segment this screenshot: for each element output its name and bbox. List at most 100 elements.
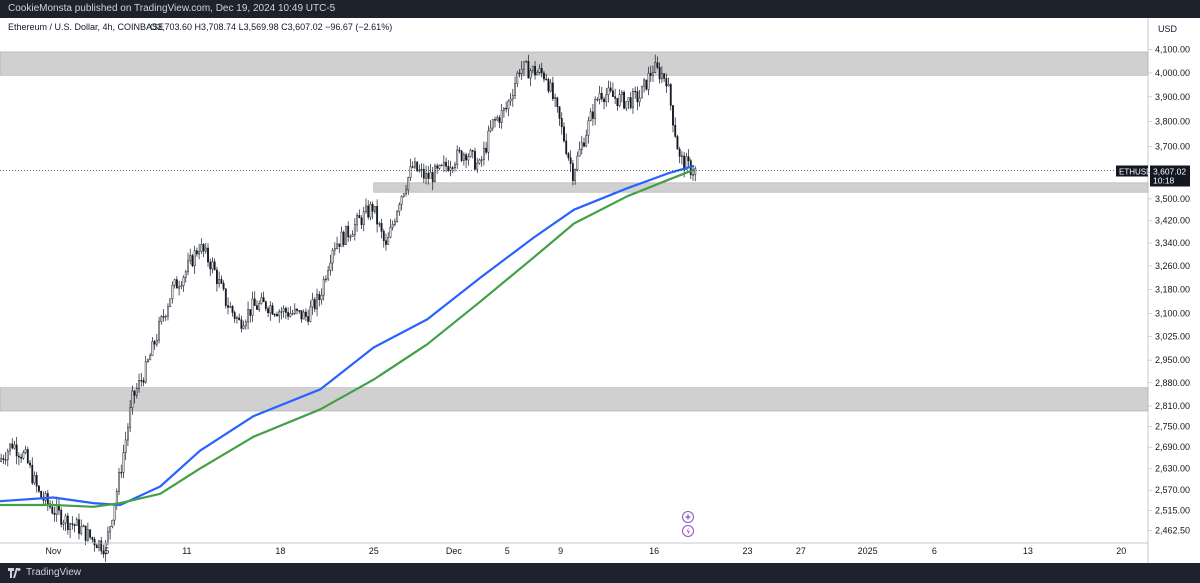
candle-body	[376, 206, 379, 225]
candle-body	[82, 525, 85, 528]
candle-body	[20, 456, 23, 459]
chart-markers[interactable]	[682, 511, 694, 537]
candle-body	[411, 166, 414, 168]
candle-body	[29, 462, 31, 466]
candle-body	[182, 277, 185, 286]
candle-body	[100, 540, 103, 552]
candle-body	[195, 250, 198, 255]
candle-body	[351, 234, 354, 237]
legend: Ethereum / U.S. Dollar, 4h, COINBASE O3,…	[8, 22, 392, 32]
y-tick-label: 3,180.00	[1155, 284, 1190, 294]
candle-body	[371, 204, 374, 212]
candle-body	[251, 298, 254, 316]
candle-body	[180, 285, 183, 288]
axes-layer: USD	[0, 18, 1178, 563]
candle-body	[380, 223, 383, 232]
candle-body	[242, 325, 245, 329]
candle-body	[396, 211, 399, 222]
ema-lines-layer	[0, 164, 695, 508]
candle-body	[436, 165, 439, 169]
candle-body	[422, 168, 425, 179]
candle-body	[373, 206, 376, 212]
candle-body	[594, 99, 597, 119]
candle-body	[9, 443, 11, 452]
x-tick-label: 27	[796, 546, 806, 556]
candle-body	[198, 251, 201, 255]
candle-body	[494, 119, 496, 121]
candle-body	[391, 224, 394, 228]
candle-body	[560, 118, 563, 128]
x-tick-label: 2025	[858, 546, 878, 556]
candle-body	[95, 544, 98, 549]
candle-body	[471, 150, 474, 152]
candle-body	[353, 223, 356, 235]
candle-body	[440, 164, 443, 167]
candle-body	[503, 107, 505, 111]
candle-body	[476, 162, 479, 170]
x-tick-label: Dec	[446, 546, 463, 556]
candle-body	[649, 72, 652, 76]
x-tick-label: 18	[275, 546, 285, 556]
publish-bar: CookieMonsta published on TradingView.co…	[0, 0, 1200, 18]
candle-body	[11, 443, 14, 449]
x-tick-label: 9	[558, 546, 563, 556]
candle-body	[200, 244, 203, 252]
candle-body	[73, 524, 76, 526]
candle-body	[538, 68, 541, 73]
publish-line: CookieMonsta published on TradingView.co…	[8, 3, 336, 14]
candle-body	[307, 316, 310, 322]
candle-body	[164, 315, 167, 318]
y-tick-label: 3,100.00	[1155, 308, 1190, 318]
candle-body	[106, 531, 109, 544]
candle-body	[249, 309, 252, 316]
lightning-circle-icon[interactable]	[682, 525, 694, 537]
candle-body	[15, 444, 18, 457]
candle-body	[113, 504, 116, 521]
candle-body	[244, 321, 247, 327]
candle-body	[431, 172, 434, 183]
candle-body	[462, 154, 465, 161]
candle-body	[685, 156, 688, 171]
candle-body	[124, 439, 127, 453]
candle-body	[382, 231, 385, 241]
price-chart[interactable]: USD 4,100.00 4,000.00 3,900.00 3,800.00 3,70…	[0, 18, 1200, 563]
candle-body	[296, 308, 298, 311]
candle-body	[407, 177, 410, 191]
y-tick-label: 2,630.00	[1155, 463, 1190, 473]
candle-body	[385, 240, 387, 245]
ema-fast-line	[0, 164, 695, 507]
candle-body	[264, 301, 267, 309]
candle-body	[329, 262, 332, 271]
candle-body	[414, 161, 416, 168]
candle-body	[427, 173, 430, 179]
candle-body	[131, 390, 134, 408]
candle-body	[193, 250, 196, 267]
candle-body	[487, 130, 490, 153]
plus-circle-icon[interactable]	[682, 511, 694, 523]
candle-body	[563, 126, 565, 142]
candle-body	[69, 523, 71, 530]
candle-body	[507, 100, 510, 110]
candle-body	[127, 427, 129, 441]
candle-body	[625, 101, 628, 109]
candle-body	[652, 72, 654, 76]
tradingview-brand[interactable]: TradingView	[8, 566, 81, 580]
brand-label: TradingView	[26, 567, 82, 578]
candle-body	[218, 279, 221, 285]
candle-body	[160, 316, 163, 323]
candle-body	[171, 284, 174, 300]
candle-body	[551, 82, 554, 99]
candle-body	[607, 87, 610, 96]
last-price-label: 3,607.02	[1153, 167, 1186, 177]
candle-body	[322, 279, 325, 296]
candle-body	[191, 255, 194, 267]
brand-bar: TradingView	[0, 563, 1200, 583]
candle-body	[6, 450, 9, 460]
y-tick-label: 2,462.50	[1155, 525, 1190, 535]
candle-body	[31, 464, 34, 484]
candle-body	[66, 515, 69, 530]
candle-body	[654, 62, 657, 73]
candle-body	[267, 308, 270, 314]
candle-body	[640, 85, 643, 99]
candle-body	[316, 294, 318, 310]
